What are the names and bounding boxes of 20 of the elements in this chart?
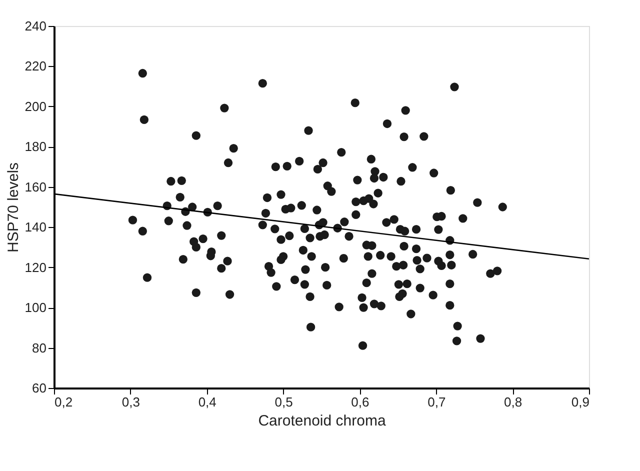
x-tick-label: 0,4 [198,394,216,410]
y-tick-label: 180 [24,139,46,154]
y-tick-label: 200 [24,98,46,114]
y-tick-label: 60 [32,380,46,396]
y-tick-label: 100 [24,300,46,316]
x-tick-label: 0,6 [351,394,370,410]
y-tick-label: 120 [24,260,46,275]
x-tick-label: 0,3 [122,394,140,410]
x-tick-label: 0,9 [571,394,590,410]
y-tick-label: 80 [32,340,46,356]
y-tick-label: 140 [24,220,46,235]
x-tick-label: 0,8 [504,394,522,410]
y-tick-label: 160 [24,179,46,194]
y-axis-title: HSP70 levels [4,162,22,253]
y-tick-label: 240 [24,18,46,34]
x-tick-label: 0,5 [274,394,293,410]
x-tick-label: 0,2 [54,394,73,410]
x-tick-label: 0,7 [428,394,446,410]
y-tick-label: 220 [24,58,46,74]
x-axis-title: Carotenoid chroma [258,412,386,430]
